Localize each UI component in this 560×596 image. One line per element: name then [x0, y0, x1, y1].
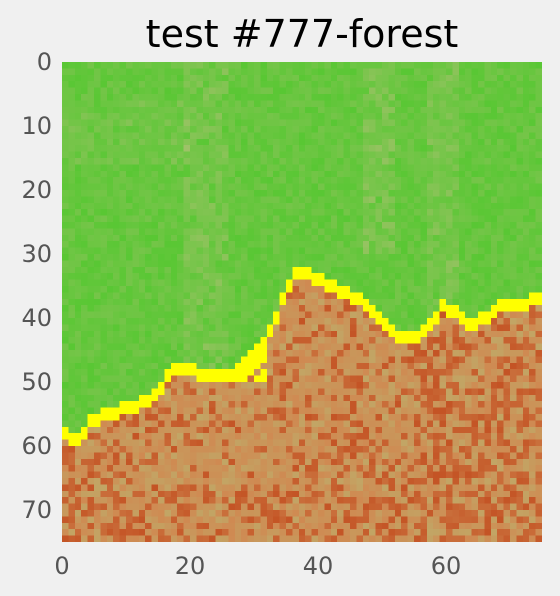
x-tick-label: 60: [430, 552, 462, 580]
map-title: test #777-forest: [145, 12, 459, 56]
y-tick-label: 0: [36, 48, 52, 76]
y-tick-label: 60: [21, 432, 52, 460]
y-tick-label: 30: [21, 240, 52, 268]
x-tick-label: 40: [302, 552, 334, 580]
y-tick-label: 40: [21, 304, 52, 332]
forest-mask-raster: [62, 62, 542, 542]
y-tick-label: 20: [21, 176, 52, 204]
x-tick-label: 20: [174, 552, 206, 580]
y-tick-label: 50: [21, 368, 52, 396]
y-tick-label: 10: [21, 112, 52, 140]
y-tick-label: 70: [21, 496, 52, 524]
forest-map: [62, 62, 542, 542]
x-tick-label: 0: [54, 552, 70, 580]
